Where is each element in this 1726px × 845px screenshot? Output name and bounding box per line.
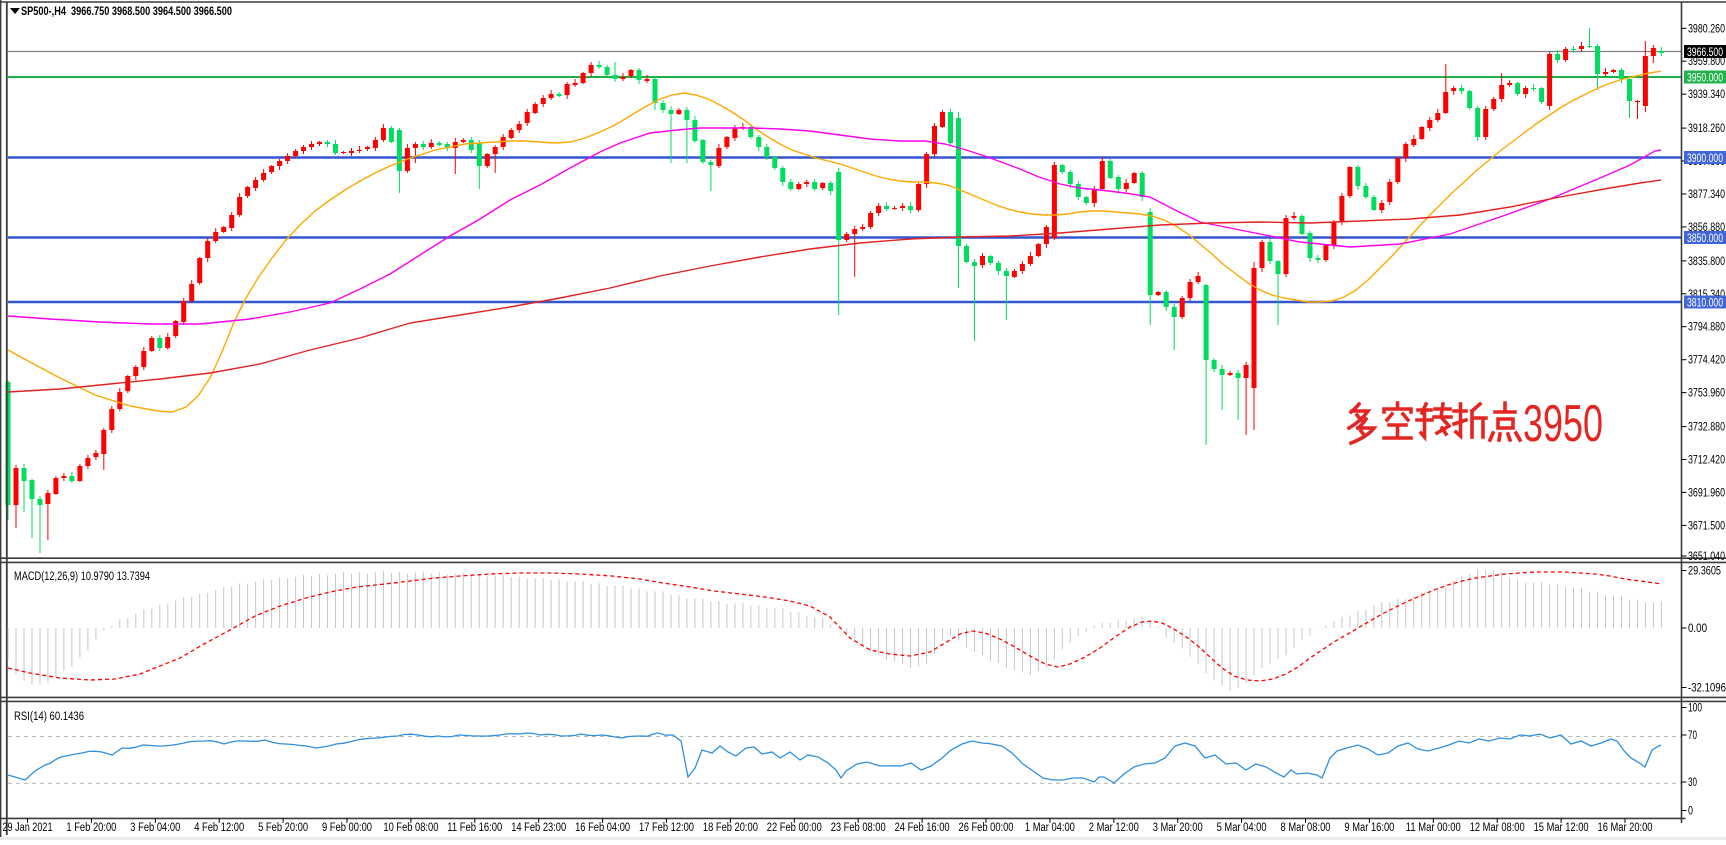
svg-text:8 Mar 08:00: 8 Mar 08:00 [1281, 822, 1331, 834]
svg-text:30: 30 [1688, 777, 1697, 789]
svg-text:3651.040: 3651.040 [1688, 551, 1725, 563]
svg-text:3966.500: 3966.500 [1687, 47, 1723, 59]
svg-text:26 Feb 00:00: 26 Feb 00:00 [959, 822, 1014, 834]
svg-text:12 Mar 08:00: 12 Mar 08:00 [1470, 822, 1525, 834]
svg-text:11 Feb 16:00: 11 Feb 16:00 [447, 822, 502, 834]
svg-text:3959.800: 3959.800 [1688, 56, 1725, 68]
svg-text:3 Feb 04:00: 3 Feb 04:00 [130, 822, 180, 834]
svg-text:100: 100 [1688, 703, 1702, 715]
svg-text:17 Feb 12:00: 17 Feb 12:00 [639, 822, 694, 834]
svg-text:5 Mar 04:00: 5 Mar 04:00 [1217, 822, 1267, 834]
svg-text:3774.420: 3774.420 [1688, 355, 1725, 367]
svg-text:2 Mar 12:00: 2 Mar 12:00 [1089, 822, 1139, 834]
svg-text:23 Feb 08:00: 23 Feb 08:00 [831, 822, 886, 834]
svg-text:0.00: 0.00 [1688, 623, 1707, 635]
svg-text:3732.880: 3732.880 [1688, 422, 1725, 434]
svg-text:3980.260: 3980.260 [1688, 23, 1725, 35]
svg-text:3850.000: 3850.000 [1687, 233, 1723, 245]
svg-text:-32.1096: -32.1096 [1688, 683, 1726, 695]
svg-text:5 Feb 20:00: 5 Feb 20:00 [258, 822, 308, 834]
svg-text:4 Feb 12:00: 4 Feb 12:00 [194, 822, 244, 834]
svg-text:16 Mar 20:00: 16 Mar 20:00 [1598, 822, 1653, 834]
svg-text:9 Mar 16:00: 9 Mar 16:00 [1344, 822, 1394, 834]
svg-text:9 Feb 00:00: 9 Feb 00:00 [322, 822, 372, 834]
svg-text:3856.880: 3856.880 [1688, 222, 1725, 234]
svg-text:3950: 3950 [1523, 395, 1603, 453]
svg-text:1 Mar 04:00: 1 Mar 04:00 [1025, 822, 1075, 834]
svg-text:3939.340: 3939.340 [1688, 89, 1725, 101]
svg-text:3877.340: 3877.340 [1688, 189, 1725, 201]
svg-text:18 Feb 20:00: 18 Feb 20:00 [703, 822, 758, 834]
svg-text:24 Feb 16:00: 24 Feb 16:00 [895, 822, 950, 834]
svg-text:0: 0 [1688, 806, 1693, 818]
svg-text:3712.420: 3712.420 [1688, 455, 1725, 467]
svg-text:3794.880: 3794.880 [1688, 322, 1725, 334]
svg-text:MACD(12,26,9) 10.9790 13.7394: MACD(12,26,9) 10.9790 13.7394 [14, 571, 150, 583]
svg-text:3 Mar 20:00: 3 Mar 20:00 [1153, 822, 1203, 834]
svg-text:3950.000: 3950.000 [1687, 73, 1723, 85]
svg-text:3918.260: 3918.260 [1688, 123, 1725, 135]
svg-text:3671.500: 3671.500 [1688, 520, 1725, 532]
svg-text:10 Feb 08:00: 10 Feb 08:00 [383, 822, 438, 834]
svg-text:1 Feb 20:00: 1 Feb 20:00 [66, 822, 116, 834]
svg-text:SP500-,H4 3966.750 3968.500 3: SP500-,H4 3966.750 3968.500 3964.500 396… [21, 4, 232, 18]
svg-text:14 Feb 23:00: 14 Feb 23:00 [511, 822, 566, 834]
svg-text:15 Mar 12:00: 15 Mar 12:00 [1534, 822, 1589, 834]
svg-text:3835.800: 3835.800 [1688, 256, 1725, 268]
svg-text:70: 70 [1688, 730, 1697, 742]
svg-text:11 Mar 00:00: 11 Mar 00:00 [1406, 822, 1461, 834]
svg-text:3691.960: 3691.960 [1688, 487, 1725, 499]
svg-text:16 Feb 04:00: 16 Feb 04:00 [575, 822, 630, 834]
svg-text:RSI(14) 60.1436: RSI(14) 60.1436 [14, 711, 84, 723]
svg-text:29.3605: 29.3605 [1688, 566, 1721, 578]
svg-text:3810.000: 3810.000 [1687, 298, 1723, 310]
svg-text:29 Jan 2021: 29 Jan 2021 [3, 822, 53, 834]
svg-text:22 Feb 00:00: 22 Feb 00:00 [767, 822, 822, 834]
svg-text:3900.000: 3900.000 [1687, 153, 1723, 165]
svg-text:3753.960: 3753.960 [1688, 388, 1725, 400]
